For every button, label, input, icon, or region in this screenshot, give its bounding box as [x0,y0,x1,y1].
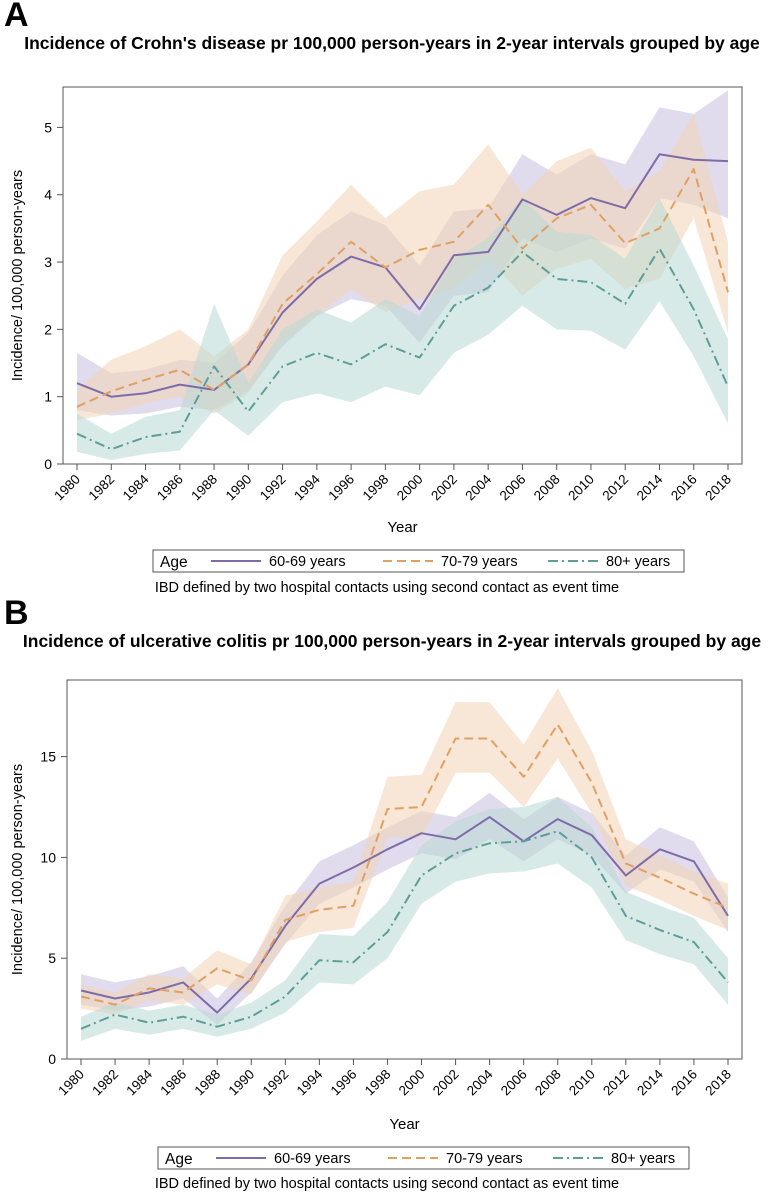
x-tick-label: 1998 [362,1067,394,1099]
plot-frame [62,86,743,465]
y-tick-label: 0 [48,1051,56,1067]
x-tick-label: 1982 [86,472,118,504]
x-tick-label: 2000 [396,1067,428,1099]
x-tick-label: 2014 [634,471,666,503]
confidence-bands [81,688,728,1041]
legend-label-3: 80+ years [606,554,670,570]
y-tick-label: 0 [44,456,52,472]
x-tick-label: 1984 [123,1066,155,1098]
x-tick-label: 2000 [394,472,426,504]
x-tick-label: 1988 [188,472,220,504]
x-tick-label: 2016 [668,1067,700,1099]
x-tick-label: 2004 [464,1066,496,1098]
x-tick-label: 2002 [430,1067,462,1099]
series-line-2 [76,168,729,408]
footnote-a: IBD defined by two hospital contacts usi… [154,580,620,596]
x-tick-label: 2018 [702,1067,734,1099]
y-axis: 0 1 2 3 4 5 [44,119,63,472]
x-tick-label: 2006 [497,472,529,504]
y-tick-label: 4 [44,187,52,203]
x-tick-label: 1996 [325,472,357,504]
x-tick-label: 1990 [223,472,255,504]
y-axis: 0 5 10 15 [40,749,67,1067]
x-tick-label: 1994 [291,471,323,503]
x-tick-label: 2014 [634,1066,666,1098]
x-tick-label: 1984 [120,471,152,503]
legend-label-1: 60-69 years [274,1151,351,1167]
x-axis: 1980 1982 1984 1986 1988 1990 1992 1994 1996 1998… [51,464,734,503]
x-tick-label: 1994 [294,1066,326,1098]
x-tick-label: 2004 [462,471,494,503]
x-tick-label: 1980 [55,1067,87,1099]
x-axis-label: Year [389,1116,419,1133]
x-tick-label: 2012 [600,1067,632,1099]
y-tick-label: 2 [44,321,52,337]
y-tick-label: 10 [40,849,56,865]
x-tick-label: 2010 [566,1067,598,1099]
y-tick-label: 15 [40,749,56,765]
series-line-2 [80,723,729,1006]
plot-frame [66,679,743,1060]
x-tick-label: 2018 [702,472,734,504]
x-tick-label: 2008 [531,472,563,504]
x-tick-label: 2006 [498,1067,530,1099]
legend-label-3: 80+ years [611,1151,675,1167]
series-lines [76,153,729,451]
band-2 [77,113,728,421]
y-tick-label: 5 [48,950,56,966]
x-tick-label: 2008 [532,1067,564,1099]
panel-a: A Incidence of Crohn's disease pr 100,00… [4,0,760,596]
legend-title: Age [160,554,188,571]
legend-label-2: 70-79 years [446,1151,523,1167]
x-tick-label: 1982 [89,1067,121,1099]
x-tick-label: 1992 [257,472,289,504]
chart-title-b: Incidence of ulcerative colitis pr 100,0… [22,631,762,651]
y-axis-label: Incidence/ 100,000 person-years [10,170,26,381]
x-tick-label: 2002 [428,472,460,504]
confidence-bands [77,90,728,460]
x-tick-label: 1986 [154,472,186,504]
x-tick-label: 1980 [51,472,83,504]
y-axis-label: Incidence/ 100,000 person-years [10,764,26,975]
panel-b: B Incidence of ulcerative colitis pr 100… [0,594,774,1198]
y-tick-label: 3 [44,254,52,270]
legend-title: Age [165,1151,193,1168]
legend-label-1: 60-69 years [269,554,346,570]
x-tick-label: 2012 [599,472,631,504]
x-axis: 1980 1982 1984 1986 1988 1990 1992 1994 1996 1998… [55,1059,734,1098]
panel-letter-b: B [4,594,29,632]
legend: Age 60-69 years 70-79 years 80+ years [152,549,685,573]
x-tick-label: 2010 [565,472,597,504]
series-line-1 [76,153,729,398]
x-tick-label: 1990 [226,1067,258,1099]
legend-label-2: 70-79 years [441,554,518,570]
band-3 [77,198,728,460]
x-tick-label: 1998 [360,472,392,504]
x-tick-label: 1996 [328,1067,360,1099]
x-tick-label: 1992 [260,1067,292,1099]
x-axis-label: Year [387,519,417,536]
band-2 [81,688,728,1015]
x-tick-label: 2016 [668,472,700,504]
series-line-3 [76,247,729,451]
y-tick-label: 1 [44,389,52,405]
series-lines [80,723,729,1030]
panel-letter-a: A [4,0,29,34]
x-tick-label: 1988 [191,1067,223,1099]
legend: Age 60-69 years 70-79 years 80+ years [157,1146,690,1170]
y-tick-label: 5 [44,119,52,135]
x-tick-label: 1986 [157,1067,189,1099]
footnote-b: IBD defined by two hospital contacts usi… [154,1176,620,1192]
chart-title-a: Incidence of Crohn's disease pr 100,000 … [24,33,760,53]
band-3 [81,796,728,1041]
